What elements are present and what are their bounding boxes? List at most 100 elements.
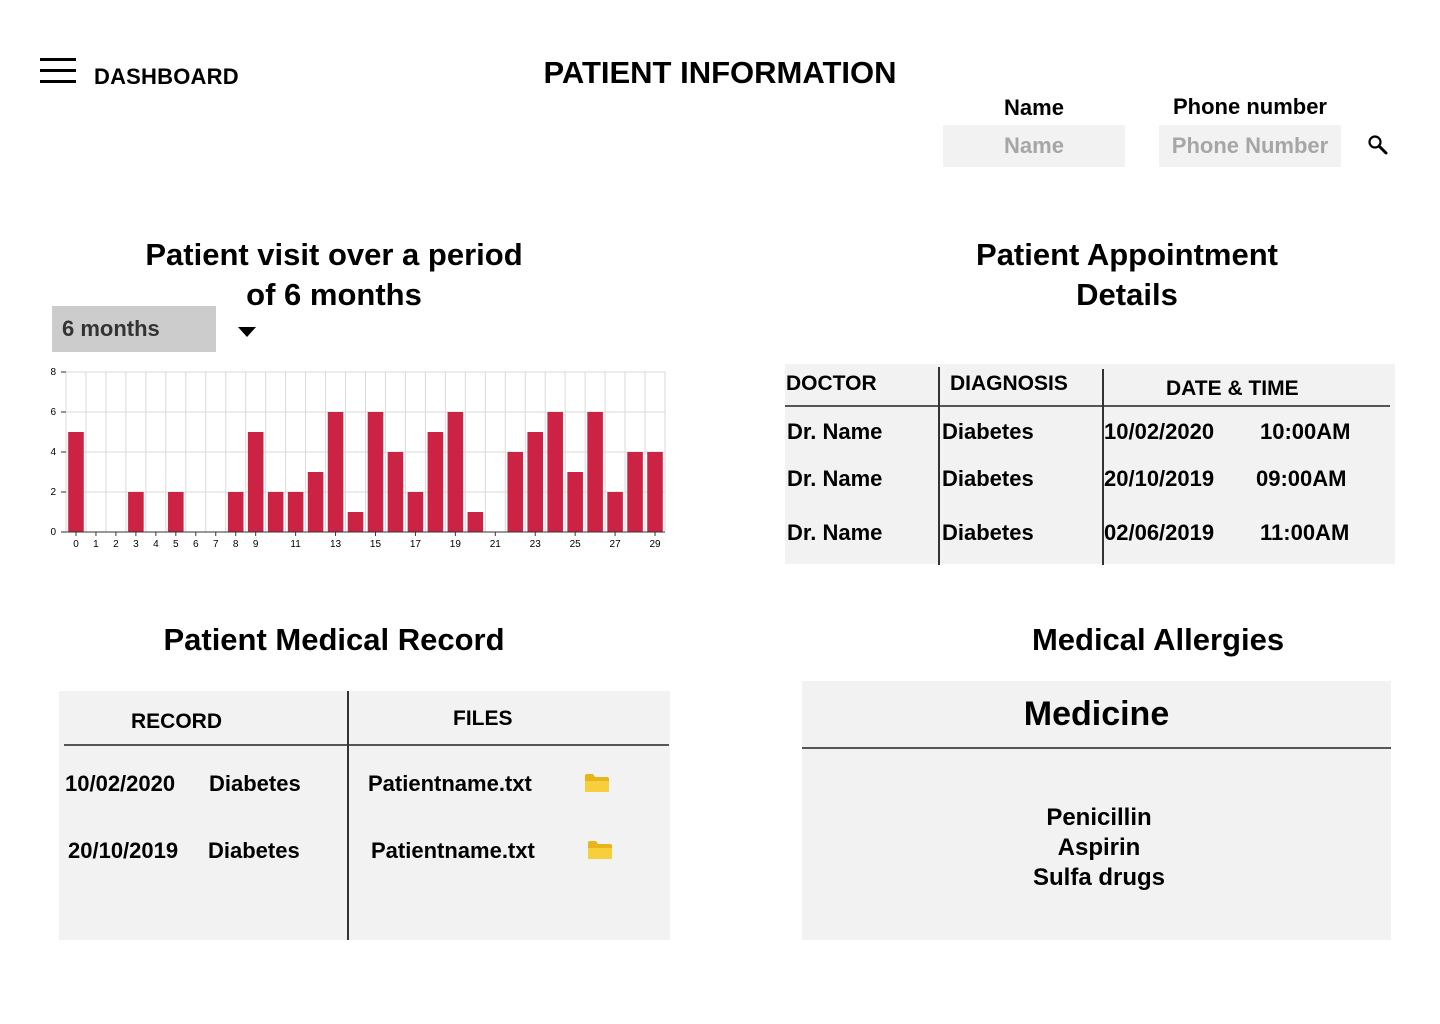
bar [447, 412, 464, 532]
y-tick-label: 4 [50, 447, 56, 458]
bar [567, 472, 583, 532]
date-cell: 20/10/2019 [1104, 466, 1215, 491]
x-tick-label: 25 [570, 539, 582, 550]
y-tick-label: 2 [50, 487, 56, 498]
x-tick-label: 3 [133, 539, 139, 550]
col-header-files: FILES [453, 707, 513, 730]
bar [367, 412, 384, 532]
x-tick-label: 8 [233, 539, 239, 550]
period-dropdown[interactable]: 6 months [52, 306, 256, 352]
visits-title-line1: Patient visit over a period [145, 237, 523, 272]
bar [407, 492, 424, 532]
name-label: Name [1004, 95, 1064, 120]
phone-label: Phone number [1172, 94, 1327, 119]
bar [227, 492, 244, 532]
x-tick-label: 1 [93, 539, 99, 550]
bar [507, 452, 524, 532]
bar [267, 492, 284, 532]
visits-title: Patient visit over a period of 6 months [84, 235, 584, 315]
column-divider [938, 367, 940, 565]
record-diagnosis-cell: Diabetes [209, 771, 301, 796]
x-tick-label: 13 [330, 539, 342, 550]
diagnosis-cell: Diabetes [942, 419, 1034, 444]
date-cell: 10/02/2020 [1104, 419, 1215, 444]
bar [327, 412, 344, 532]
x-tick-label: 11 [290, 539, 301, 550]
x-tick-label: 6 [193, 539, 199, 550]
date-cell: 02/06/2019 [1104, 520, 1215, 545]
x-tick-label: 23 [530, 539, 542, 550]
x-tick-label: 5 [173, 539, 179, 550]
column-divider [347, 691, 349, 940]
x-tick-label: 9 [253, 539, 259, 550]
bar [547, 412, 563, 532]
y-tick-label: 0 [50, 527, 56, 538]
allergies-title: Medical Allergies [1031, 622, 1285, 657]
bar [307, 472, 324, 532]
bar [287, 492, 304, 532]
x-tick-label: 19 [450, 539, 462, 550]
list-item: Aspirin [1057, 834, 1141, 861]
time-cell: 09:00AM [1256, 466, 1347, 491]
name-search-input[interactable] [943, 125, 1125, 167]
col-header-doctor: DOCTOR [786, 372, 877, 395]
chevron-down-icon [238, 327, 256, 337]
doctor-cell: Dr. Name [787, 419, 883, 444]
appointments-table: DOCTOR DIAGNOSIS DATE & TIME Dr. Name Di… [785, 364, 1395, 565]
time-cell: 11:00AM [1260, 520, 1350, 545]
list-item: Penicillin [1046, 804, 1152, 831]
bar [527, 432, 544, 532]
x-tick-label: 0 [73, 539, 79, 550]
bar [607, 492, 623, 532]
record-diagnosis-cell: Diabetes [208, 838, 300, 863]
column-divider [1102, 369, 1104, 565]
y-tick-label: 6 [50, 407, 56, 418]
diagnosis-cell: Diabetes [942, 520, 1034, 545]
y-tick-label: 8 [50, 367, 56, 378]
bar [128, 492, 144, 532]
x-tick-label: 15 [370, 539, 382, 550]
x-tick-label: 21 [490, 539, 502, 550]
folder-icon[interactable] [584, 773, 610, 793]
file-link[interactable]: Patientname.txt [368, 771, 532, 796]
bar [347, 512, 364, 532]
x-tick-label: 27 [610, 539, 622, 550]
header-divider [64, 744, 669, 746]
record-date-cell: 10/02/2020 [65, 771, 176, 796]
allergy-list: Penicillin Aspirin Sulfa drugs [802, 803, 1396, 893]
bar [68, 432, 84, 532]
allergies-table: Medicine Penicillin Aspirin Sulfa drugs [802, 681, 1391, 940]
header-divider [802, 747, 1391, 749]
bar [627, 452, 643, 532]
bar [247, 432, 264, 532]
col-header-medicine: Medicine [1023, 695, 1170, 733]
header-divider [785, 405, 1390, 407]
bar [587, 412, 603, 532]
search-icon[interactable] [1366, 133, 1390, 157]
dashboard-link[interactable]: DASHBOARD [94, 64, 239, 89]
time-cell: 10:00AM [1260, 419, 1351, 444]
bar [387, 452, 404, 532]
x-tick-label: 4 [153, 539, 159, 550]
x-tick-label: 7 [213, 539, 219, 550]
record-date-cell: 20/10/2019 [68, 838, 179, 863]
folder-icon[interactable] [587, 840, 613, 860]
bar [647, 452, 663, 532]
file-link[interactable]: Patientname.txt [371, 838, 535, 863]
appointments-title-line1: Patient Appointment [976, 237, 1278, 272]
medical-record-table: RECORD FILES 10/02/2020 Diabetes Patient… [59, 691, 670, 940]
hamburger-menu-icon[interactable] [40, 58, 76, 84]
doctor-cell: Dr. Name [787, 466, 883, 491]
col-header-datetime: DATE & TIME [1166, 377, 1299, 400]
list-item: Sulfa drugs [1032, 864, 1165, 891]
phone-search-input[interactable] [1159, 125, 1341, 167]
x-tick-label: 29 [649, 539, 661, 550]
x-tick-label: 17 [410, 539, 422, 550]
appointments-title-line2: Details [1076, 277, 1178, 312]
medical-record-title: Patient Medical Record [163, 622, 505, 657]
bar [467, 512, 484, 532]
page-title: PATIENT INFORMATION [543, 55, 897, 90]
x-tick-label: 2 [113, 539, 119, 550]
bar [168, 492, 184, 532]
